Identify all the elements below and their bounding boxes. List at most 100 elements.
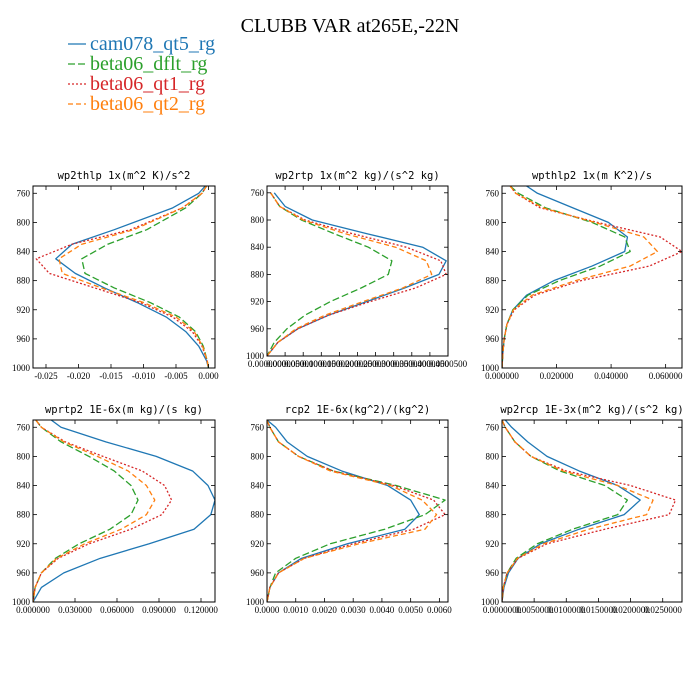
x-tick-label: 0.0000050	[266, 359, 305, 369]
y-tick-label: 880	[17, 276, 31, 286]
y-tick-label: 880	[17, 510, 31, 520]
x-tick-label: 0.0000250	[338, 359, 377, 369]
series-line-beta06_qt1_rg	[502, 186, 682, 368]
panel-title: wp2thlp 1x(m^2 K)/s^2	[58, 170, 191, 182]
x-tick-label: 0.120000	[184, 605, 218, 615]
x-tick-label: 0.0020	[312, 605, 337, 615]
x-tick-label: 0.0050	[398, 605, 423, 615]
y-tick-label: 880	[251, 510, 265, 520]
y-tick-label: 840	[17, 247, 31, 257]
series-line-cam078_qt5_rg	[502, 420, 641, 602]
y-tick-label: 840	[251, 481, 265, 491]
y-tick-label: 800	[486, 451, 500, 461]
x-tick-label: 0.040000	[594, 371, 628, 381]
x-tick-label: 0.000000	[16, 605, 50, 615]
legend-entry: beta06_dflt_rg	[90, 53, 207, 75]
legend-entry: beta06_qt1_rg	[90, 73, 205, 95]
legend: cam078_qt5_rgbeta06_dflt_rgbeta06_qt1_rg…	[68, 33, 215, 115]
y-tick-label: 760	[486, 422, 500, 432]
panel-6: wp2rcp 1E-3x(m^2 kg)/(s^2 kg)760 800 840 88…	[481, 404, 684, 615]
x-tick-label: 0.0250000	[644, 605, 683, 615]
y-tick-label: 960	[251, 568, 265, 578]
series-line-beta06_qt1_rg	[33, 420, 173, 602]
x-tick-label: 0.0030	[341, 605, 366, 615]
x-tick-label: 0.0000200	[320, 359, 359, 369]
panel-1: wp2thlp 1x(m^2 K)/s^2 760 800 840 880 920 960 1…	[12, 170, 219, 381]
x-tick-label: 0.0060	[427, 605, 452, 615]
y-tick-label: 760	[17, 188, 31, 198]
y-tick-label: 840	[251, 242, 265, 252]
y-tick-label: 1000	[12, 597, 31, 607]
x-tick-label: 0.0000500	[429, 359, 468, 369]
figure-title: CLUBB VAR at265E,-22N	[241, 15, 460, 37]
x-tick-label: 0.0000150	[302, 359, 341, 369]
x-tick-label: 0.0000000	[248, 359, 287, 369]
y-tick-label: 800	[17, 451, 31, 461]
series-group	[33, 420, 215, 602]
series-line-beta06_dflt_rg	[267, 420, 446, 602]
plot-frame	[501, 185, 683, 369]
x-tick-label: -0.015	[99, 371, 123, 381]
panel-5: rcp2 1E-6x(kg^2)/(kg^2) 760 800 840 880 920 96…	[246, 404, 452, 615]
y-tick-label: 800	[251, 451, 265, 461]
y-tick-label: 920	[17, 305, 31, 315]
x-tick-label: 0.090000	[142, 605, 176, 615]
panels: wp2thlp 1x(m^2 K)/s^2 760 800 840 880 920 960 1…	[12, 170, 684, 615]
y-tick-label: 800	[17, 217, 31, 227]
series-group	[35, 186, 210, 368]
y-tick-label: 840	[486, 481, 500, 491]
y-tick-label: 920	[251, 297, 265, 307]
panel-title: wprtp2 1E-6x(m kg)/(s kg)	[45, 404, 203, 416]
series-line-beta06_dflt_rg	[502, 186, 631, 368]
x-tick-label: 0.0200000	[611, 605, 650, 615]
x-tick-label: 0.060000	[649, 371, 683, 381]
x-tick-label: 0.0100000	[547, 605, 586, 615]
y-tick-label: 840	[486, 247, 500, 257]
y-tick-label: 960	[251, 324, 265, 334]
y-tick-label: 760	[486, 188, 500, 198]
series-group	[502, 420, 677, 602]
y-tick-label: 960	[17, 568, 31, 578]
x-tick-label: 0.060000	[100, 605, 134, 615]
y-tick-label: 760	[17, 422, 31, 432]
y-tick-label: 1000	[246, 351, 265, 361]
series-line-beta06_qt1_rg	[267, 192, 447, 356]
x-tick-label: 0.000000	[485, 371, 519, 381]
x-tick-label: 0.0000350	[375, 359, 414, 369]
y-tick-label: 920	[486, 539, 500, 549]
y-tick-label: 1000	[246, 597, 265, 607]
y-tick-label: 840	[17, 481, 31, 491]
y-tick-label: 920	[251, 539, 265, 549]
y-tick-label: 1000	[481, 597, 500, 607]
panel-title: rcp2 1E-6x(kg^2)/(kg^2)	[285, 404, 430, 416]
y-tick-label: 800	[486, 217, 500, 227]
y-tick-label: 760	[251, 188, 265, 198]
y-tick-label: 960	[486, 568, 500, 578]
series-line-beta06_dflt_rg	[33, 420, 139, 602]
plot-frame	[266, 419, 449, 603]
x-tick-label: -0.025	[34, 371, 58, 381]
x-tick-label: -0.020	[67, 371, 91, 381]
series-line-beta06_qt2_rg	[267, 192, 433, 356]
plot-frame	[32, 185, 216, 369]
x-tick-label: -0.005	[164, 371, 188, 381]
y-tick-label: 880	[251, 269, 265, 279]
series-group	[267, 420, 446, 602]
panel-4: wprtp2 1E-6x(m kg)/(s kg) 760 800 840 880 920…	[12, 404, 218, 615]
y-tick-label: 760	[251, 422, 265, 432]
x-tick-label: 0.0000100	[284, 359, 323, 369]
x-tick-label: 0.0150000	[579, 605, 618, 615]
panel-title: wpthlp2 1x(m K^2)/s	[532, 170, 652, 182]
x-tick-label: 0.030000	[58, 605, 92, 615]
x-tick-label: 0.0040	[370, 605, 395, 615]
y-tick-label: 880	[486, 276, 500, 286]
series-line-beta06_qt1_rg	[502, 420, 677, 602]
x-tick-label: 0.0000300	[356, 359, 395, 369]
x-tick-label: 0.0000400	[393, 359, 432, 369]
series-group	[502, 186, 682, 368]
series-line-cam078_qt5_rg	[33, 420, 215, 602]
series-line-beta06_qt2_rg	[267, 420, 438, 602]
panel-3: wpthlp2 1x(m K^2)/s 760 800 840 880 920 960 100…	[481, 170, 683, 381]
series-line-beta06_qt1_rg	[35, 186, 210, 368]
